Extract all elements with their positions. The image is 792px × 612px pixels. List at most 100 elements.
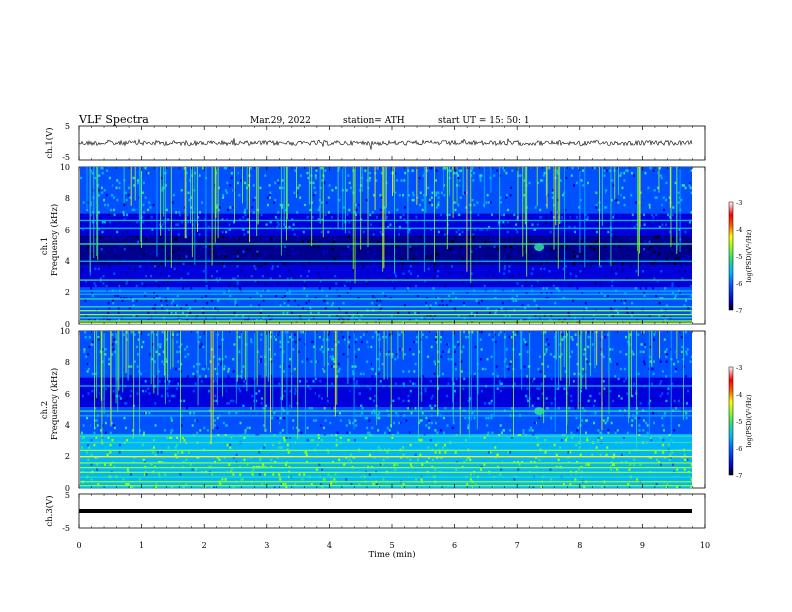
spectrogram-cell [612,184,615,187]
spectrogram-cell [165,362,168,366]
spectrogram-cell [545,397,548,400]
spectrogram-cell [109,238,112,241]
spectrogram-cell [471,198,474,202]
spectrogram-sferic [610,167,612,267]
spectrogram-cell [660,297,663,300]
spectrogram-cell [322,250,325,253]
spectrogram-cell [125,297,128,300]
spectrogram-cell [159,372,162,376]
spectrogram-cell [303,473,306,476]
spectrogram-sferic [385,167,387,221]
spectrogram-cell [291,179,294,182]
spectrogram-cell [507,169,510,172]
spectrogram-cell [596,451,599,454]
spectrogram-sferic [416,167,418,205]
spectrogram-cell [295,426,298,430]
spectrogram-cell [233,311,236,315]
spectrogram-cell [420,184,423,187]
spectrogram-cell [172,301,175,305]
spectrogram-cell [308,407,311,410]
spectrogram-cell [673,399,676,403]
spectrogram-cell [208,340,211,344]
spectrogram-cell [143,461,146,464]
spectrogram-cell [425,424,428,427]
spectrogram-cell [506,365,509,368]
spectrogram-cell [91,211,94,214]
spectrogram-cell [549,282,552,285]
spectrogram-cell [614,213,617,217]
spectrogram-cell [566,262,569,266]
spectrogram-cell [634,216,637,219]
spectrogram-cell [553,443,556,447]
spectrogram-cell [649,456,652,459]
spectrogram-cell [388,211,391,214]
spectrogram-narrowband-line [80,320,692,322]
spectrogram-cell [251,394,254,398]
spectrogram-cell [643,331,646,334]
spectrogram-cell [281,429,284,432]
spectrogram-cell [159,272,162,275]
spectrogram-row [80,267,692,271]
spectrogram-cell [243,270,246,273]
spectrogram-cell [197,255,200,258]
spectrogram-cell [606,176,609,180]
spectrogram-cell [154,424,157,427]
spectrogram-cell [490,265,493,268]
spectrogram-cell [417,176,420,180]
spectrogram-cell [578,345,581,349]
spectrogram-row [80,362,692,366]
spectrogram-cell [253,270,256,273]
spectrogram-cell [497,208,500,212]
spectrogram-cell [382,375,385,378]
spectrogram-cell [206,473,209,476]
spectrogram-cell [280,483,283,486]
spectrogram-cell [96,223,99,226]
spectrogram-cell [151,357,154,361]
spectrogram-cell [590,335,593,339]
spectrogram-cell [571,436,574,439]
spectrogram-cell [632,171,635,175]
spectrogram-cell [607,230,610,234]
spectrogram-cell [224,434,227,437]
spectrogram-cell [273,287,276,290]
spectrogram-cell [674,294,677,298]
spectrogram-cell [241,265,244,268]
spectrogram-cell [270,247,273,251]
spectrogram-cell [540,402,543,405]
spectrogram-cell [470,311,473,315]
spectrogram-cell [543,267,546,271]
spectrogram-cell [623,301,626,305]
spectrogram-cell [204,245,207,248]
spectrogram-sferic [423,167,425,272]
spectrogram-cell [172,184,175,187]
spectrogram-row [80,235,692,239]
spectrogram-cell [463,191,466,194]
spectrogram-cell [508,206,511,209]
spectrogram-cell [567,311,570,315]
spectrogram-cell [408,416,411,420]
spectrogram-cell [296,191,299,194]
spectrogram-cell [235,461,238,464]
spectrogram-cell [254,372,257,376]
spectrogram-cell [235,453,238,457]
ch1-cb-tick-m6: -6 [736,280,742,288]
spectrogram-cell [312,357,315,361]
spectrogram-sferic [160,167,162,236]
spectrogram-cell [448,213,451,217]
spectrogram-cell [532,198,535,202]
spectrogram-cell [102,274,105,278]
spectrogram-cell [444,451,447,454]
spectrogram-cell [214,306,217,310]
spectrogram-cell [165,360,168,363]
spectrogram-cell [547,343,550,346]
spectrogram-cell [260,338,263,341]
spectrogram-cell [158,353,161,356]
spectrogram-cell [279,416,282,420]
spectrogram-cell [427,355,430,358]
spectrogram-cell [307,485,310,488]
spectrogram-cell [200,380,203,383]
spectrogram-cell [158,473,161,476]
spectrogram-cell [291,272,294,275]
spectrogram-cell [426,314,429,317]
spectrogram-cell [333,257,336,261]
